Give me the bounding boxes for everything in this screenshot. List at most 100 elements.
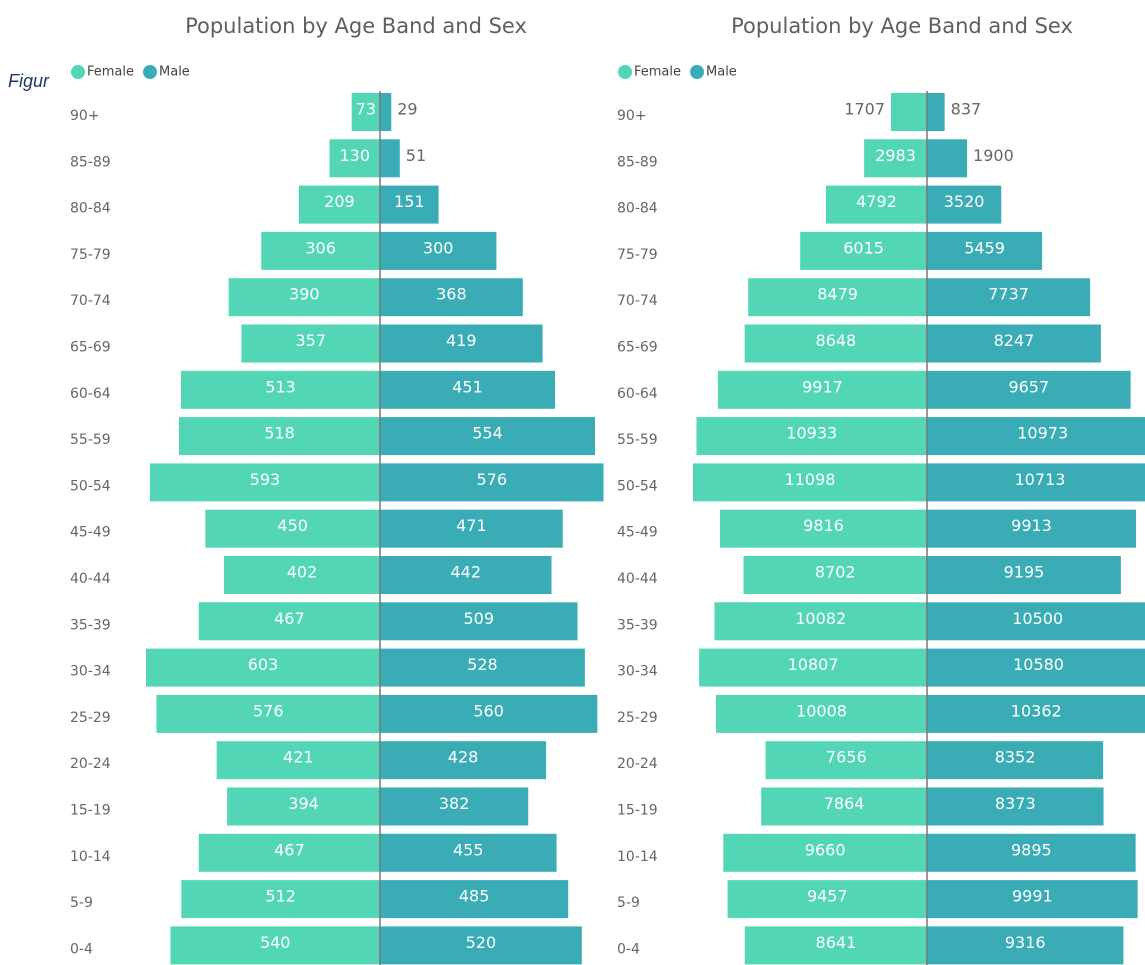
bar [864,139,927,178]
category-label: 65-69 [617,340,658,356]
data-label: 9917 [802,377,843,396]
bar [927,926,1124,965]
bar [181,880,380,919]
category-label: 35-39 [70,617,111,633]
bar [329,139,380,178]
bar [351,93,380,131]
category-label: 90+ [70,108,100,124]
chart-title: Population by Age Band and Sex [731,14,1073,38]
bar [205,509,380,548]
bar [380,139,400,178]
caption: Figur [8,71,50,91]
bar [927,417,1145,456]
data-label: 10807 [788,655,839,674]
bar [261,231,380,270]
data-label: 368 [436,285,467,304]
data-label: 3520 [944,192,985,211]
bar [927,556,1121,594]
chart-title: Population by Age Band and Sex [185,14,527,38]
bar [380,417,595,456]
category-label: 50-54 [70,478,111,494]
bar [380,787,529,826]
bar [927,509,1137,548]
data-label: 451 [452,377,483,396]
data-label: 10713 [1014,470,1065,489]
bar [927,370,1131,409]
category-label: 50-54 [617,478,658,494]
data-label: 467 [274,840,305,859]
bar [927,787,1104,826]
data-label: 9657 [1008,377,1049,396]
data-label: 554 [472,424,503,443]
bar [380,880,569,919]
data-label: 73 [356,100,376,119]
data-label: 306 [305,238,336,257]
data-label: 8373 [995,794,1036,813]
data-label: 1900 [973,146,1014,165]
data-label: 10933 [786,424,837,443]
bar [927,185,1002,224]
bar [699,648,927,687]
bar [380,556,552,594]
category-label: 55-59 [70,432,111,448]
bar [224,556,380,594]
data-label: 10973 [1017,424,1068,443]
bar [156,694,380,733]
data-label: 576 [476,470,507,489]
category-label: 65-69 [70,340,111,356]
data-label: 9816 [803,516,844,535]
data-label: 8641 [816,933,857,952]
bar [927,602,1145,641]
bar [227,787,380,826]
data-label: 1707 [844,100,885,119]
chart: Population by Age Band and Sex Female Male… [617,14,1145,965]
bar [927,324,1101,363]
data-label: 10362 [1011,701,1062,720]
category-label: 70-74 [70,293,111,309]
data-label: 442 [450,563,481,582]
bar [380,694,598,733]
data-label: 8479 [817,285,858,304]
data-label: 5459 [964,238,1005,257]
data-label: 209 [324,192,355,211]
category-label: 30-34 [617,664,658,680]
data-label: 8702 [815,563,856,582]
category-label: 35-39 [617,617,658,633]
data-label: 8247 [994,331,1035,350]
data-label: 9195 [1004,563,1045,582]
category-label: 0-4 [70,941,93,957]
bar [927,741,1104,780]
data-label: 10500 [1012,609,1063,628]
category-label: 85-89 [70,154,111,170]
bar [800,231,927,270]
bar [717,370,927,409]
bar [744,324,927,363]
bar [228,278,380,317]
data-label: 9316 [1005,933,1046,952]
bar [198,833,380,872]
category-label: 5-9 [70,895,93,911]
data-label: 540 [260,933,291,952]
bar [748,278,927,317]
category-label: 45-49 [617,525,658,541]
bar [380,602,578,641]
data-label: 467 [274,609,305,628]
bar [761,787,927,826]
bar [927,139,968,178]
data-label: 10082 [795,609,846,628]
category-label: 25-29 [617,710,658,726]
data-label: 518 [264,424,295,443]
data-label: 455 [453,840,484,859]
bar [380,648,585,687]
data-label: 151 [394,192,425,211]
bar [380,231,497,270]
data-label: 6015 [843,238,884,257]
data-label: 7864 [824,794,865,813]
bar [380,370,556,409]
bar [723,833,927,872]
bar [927,880,1138,919]
category-label: 10-14 [617,849,658,865]
data-label: 390 [289,285,320,304]
data-label: 9457 [807,887,848,906]
